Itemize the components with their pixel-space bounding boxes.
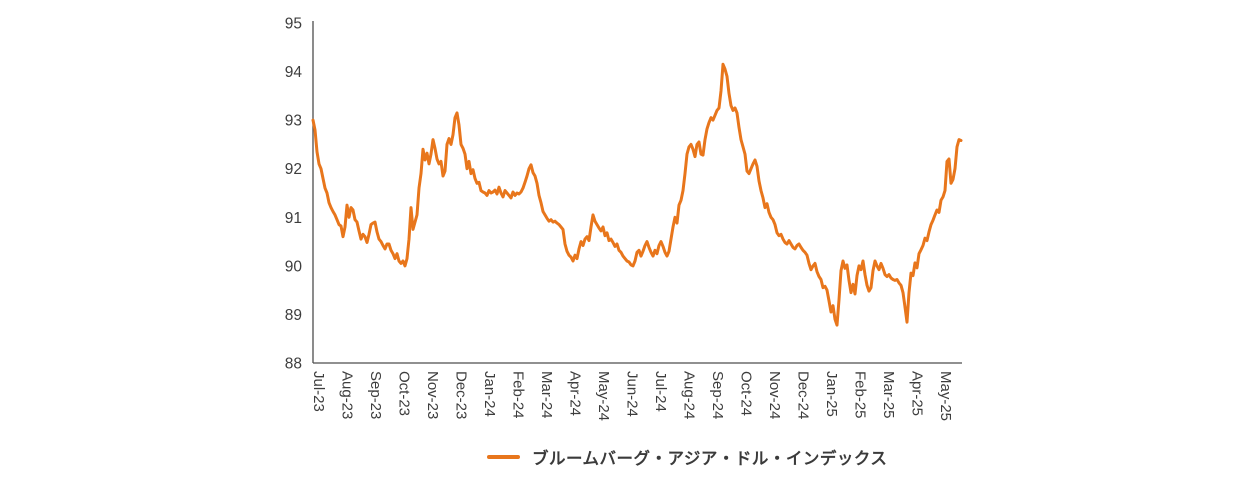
x-tick-label: Mar-25 (880, 371, 897, 419)
y-tick-label: 90 (285, 258, 303, 275)
x-tick-label: Oct-23 (396, 371, 413, 416)
legend: ブルームバーグ・アジア・ドル・インデックス (487, 445, 887, 469)
x-tick-label: Jul-24 (652, 371, 669, 412)
x-tick-label: Jul-23 (310, 371, 327, 412)
y-tick-label: 93 (285, 113, 302, 130)
x-tick-label: Oct-24 (738, 371, 755, 416)
y-tick-label: 89 (285, 307, 302, 324)
legend-series-label: ブルームバーグ・アジア・ドル・インデックス (532, 450, 888, 468)
y-tick-label: 91 (285, 210, 302, 227)
x-tick-label: Sep-24 (709, 371, 726, 419)
legend-line-swatch (487, 455, 520, 459)
y-tick-label: 88 (285, 356, 302, 373)
y-tick-label: 95 (285, 16, 302, 33)
y-tick-label: 92 (285, 161, 302, 178)
x-tick-label: Dec-23 (453, 371, 470, 419)
x-tick-label: Aug-23 (339, 371, 356, 419)
x-tick-label: Feb-24 (510, 371, 527, 419)
series-line (311, 62, 963, 327)
x-tick-label: Nov-24 (766, 371, 783, 419)
x-tick-label: Nov-23 (424, 371, 441, 419)
y-tick-label: 94 (285, 64, 303, 81)
x-tick-label: Jun-24 (624, 371, 641, 417)
x-tick-label: May-25 (937, 371, 954, 421)
x-tick-label: Apr-24 (567, 371, 584, 416)
x-tick-label: Aug-24 (681, 371, 698, 419)
x-tick-label: Apr-25 (909, 371, 926, 416)
x-tick-label: Jan-24 (481, 371, 498, 417)
x-tick-label: Mar-24 (538, 371, 555, 419)
x-tick-label: Dec-24 (795, 371, 812, 419)
x-tick-label: Jan-25 (823, 371, 840, 417)
x-tick-label: Sep-23 (367, 371, 384, 419)
x-tick-label: Feb-25 (852, 371, 869, 419)
x-tick-label: May-24 (595, 371, 612, 421)
